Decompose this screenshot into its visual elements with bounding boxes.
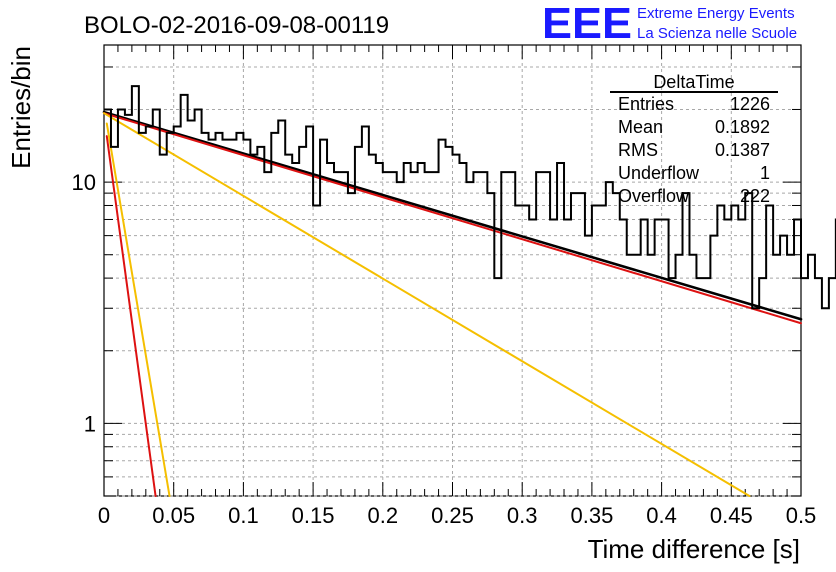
stats-box: DeltaTime Entries 1226 Mean 0.1892 RMS 0…	[610, 72, 778, 206]
stats-label-overflow: Overflow	[618, 186, 690, 206]
y-tick-labels: 1 10	[72, 170, 96, 436]
x-tick-labels: 0 0.05 0.1 0.15 0.2 0.25 0.3 0.35 0.4 0.45 0.5	[98, 503, 816, 528]
stats-label-rms: RMS	[618, 140, 658, 160]
fit-line-orange	[105, 122, 171, 497]
x-tick-label: 0.45	[710, 503, 753, 528]
stats-label-entries: Entries	[618, 94, 674, 114]
y-tick-label: 1	[84, 411, 96, 436]
fit-line-orange	[103, 112, 751, 497]
stats-value-entries: 1226	[730, 94, 770, 114]
fit-line-red	[105, 135, 157, 497]
stats-label-mean: Mean	[618, 117, 663, 137]
x-tick-label: 0.4	[646, 503, 677, 528]
x-tick-label: 0.3	[507, 503, 538, 528]
stats-title: DeltaTime	[653, 72, 734, 92]
stats-value-underflow: 1	[760, 163, 770, 183]
y-tick-label: 10	[72, 170, 96, 195]
fit-curves	[102, 110, 803, 497]
x-axis-label: Time difference [s]	[588, 534, 800, 564]
histogram	[104, 85, 836, 310]
y-axis-label: Entries/bin	[6, 46, 36, 169]
fit-line-red	[103, 112, 802, 325]
x-tick-label: 0.1	[228, 503, 259, 528]
x-tick-label: 0.25	[431, 503, 474, 528]
x-tick-label: 0.05	[152, 503, 195, 528]
x-tick-label: 0.35	[570, 503, 613, 528]
eee-logo-line1: Extreme Energy Events	[637, 5, 795, 22]
x-tick-label: 0.15	[292, 503, 335, 528]
x-tick-label: 0.2	[368, 503, 399, 528]
x-tick-label: 0.5	[786, 503, 817, 528]
chart-title: BOLO-02-2016-09-08-00119	[84, 12, 389, 39]
stats-value-rms: 0.1387	[715, 140, 770, 160]
stats-label-underflow: Underflow	[618, 163, 700, 183]
stats-value-mean: 0.1892	[715, 117, 770, 137]
eee-logo-line2: La Scienza nelle Scuole	[637, 25, 797, 42]
x-tick-label: 0	[98, 503, 110, 528]
fit-line-black	[102, 110, 803, 321]
eee-logo: EEE	[542, 0, 632, 48]
stats-value-overflow: 222	[740, 186, 770, 206]
